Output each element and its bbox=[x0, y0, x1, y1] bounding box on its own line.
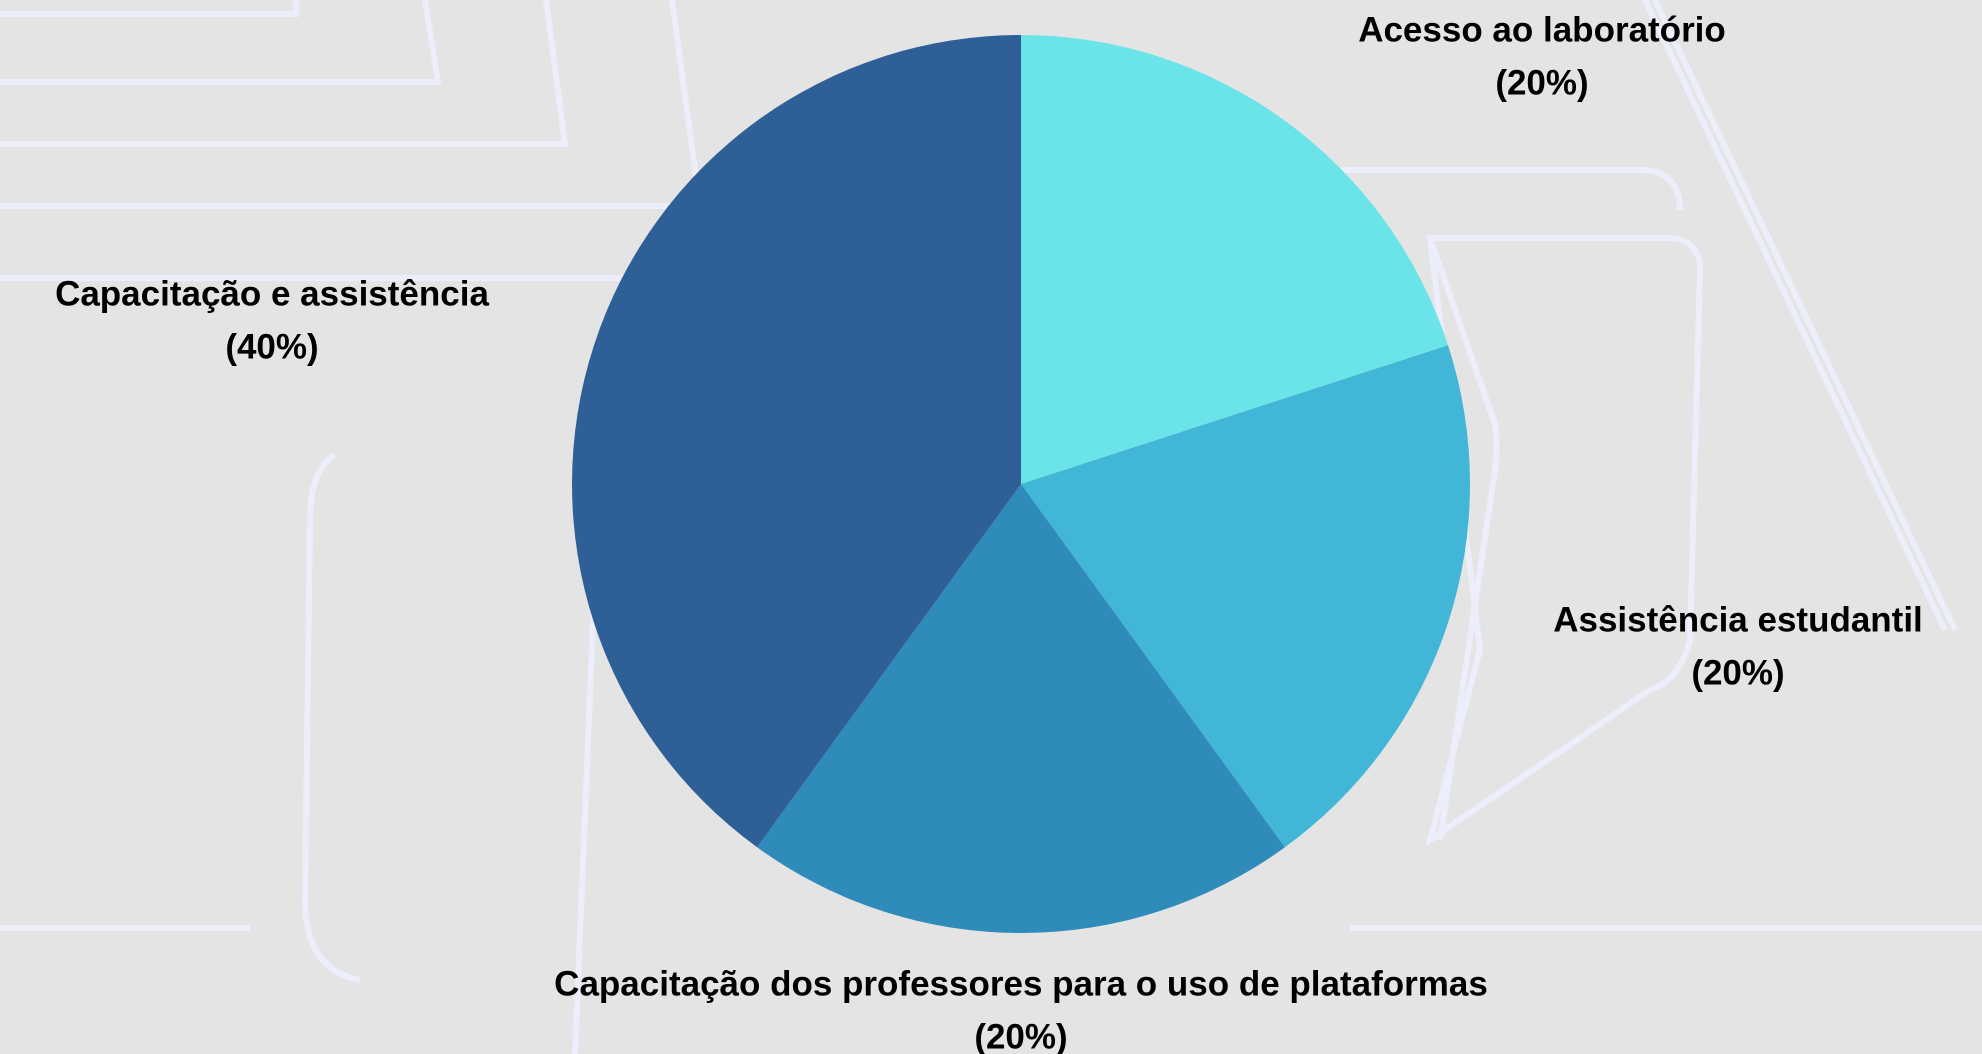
slice-value-label: (20%) bbox=[1495, 63, 1588, 102]
pie-slice bbox=[571, 35, 1021, 848]
slice-value-label: (40%) bbox=[225, 327, 318, 366]
slice-label: Capacitação dos professores para o uso d… bbox=[554, 964, 1488, 1003]
pie-slice bbox=[1021, 35, 1449, 484]
slice-label: Assistência estudantil bbox=[1553, 600, 1923, 639]
slice-label: Capacitação e assistência bbox=[55, 274, 489, 313]
pie-slice bbox=[1021, 345, 1470, 848]
slice-label: Acesso ao laboratório bbox=[1358, 10, 1726, 49]
slice-value-label: (20%) bbox=[1691, 653, 1784, 692]
pie-slice bbox=[757, 484, 1285, 934]
slice-value-label: (20%) bbox=[974, 1017, 1067, 1054]
